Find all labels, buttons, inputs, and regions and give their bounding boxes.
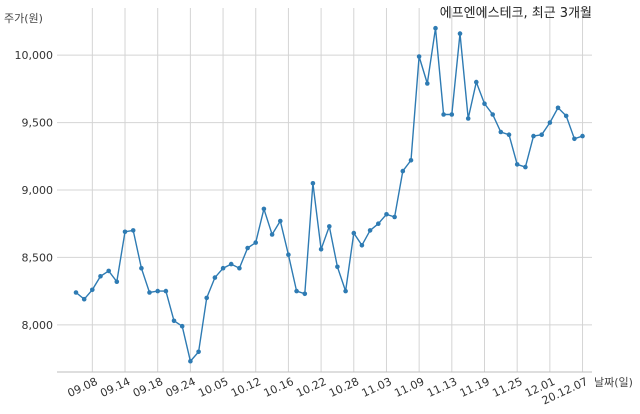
data-point bbox=[465, 116, 471, 121]
data-point bbox=[351, 230, 357, 236]
x-tick-label: 11.25 bbox=[490, 375, 524, 400]
data-point bbox=[400, 168, 406, 174]
data-point bbox=[294, 288, 299, 294]
data-point bbox=[498, 129, 504, 135]
data-point bbox=[253, 240, 258, 245]
x-tick-label: 09.08 bbox=[66, 375, 100, 400]
data-point bbox=[359, 243, 365, 248]
x-tick-label: 11.13 bbox=[425, 375, 459, 400]
x-tick-label: 11.03 bbox=[360, 375, 394, 400]
data-point bbox=[327, 224, 332, 229]
data-point bbox=[212, 275, 218, 280]
data-point bbox=[425, 81, 430, 86]
data-point bbox=[286, 252, 291, 257]
data-point bbox=[539, 132, 544, 137]
x-tick-label: 09.24 bbox=[164, 375, 198, 400]
data-point bbox=[228, 261, 234, 267]
data-point bbox=[139, 265, 144, 271]
data-point bbox=[310, 181, 316, 186]
data-point bbox=[482, 101, 487, 106]
data-point bbox=[204, 295, 209, 301]
data-point bbox=[237, 265, 242, 271]
y-tick-labels: 8,000 8,500 9,000 9,500 10,000 bbox=[15, 49, 54, 332]
x-tick-label: 11.19 bbox=[458, 375, 492, 400]
data-point bbox=[367, 228, 373, 233]
data-point bbox=[155, 288, 160, 294]
x-tick-label: 11.09 bbox=[392, 375, 426, 400]
data-point bbox=[130, 228, 136, 233]
data-point bbox=[547, 120, 553, 125]
data-point bbox=[457, 31, 463, 36]
data-point bbox=[563, 113, 569, 119]
x-tick-label: 09.14 bbox=[98, 375, 132, 400]
data-point bbox=[90, 287, 95, 293]
y-axis-label: 주가(원) bbox=[4, 12, 43, 25]
data-point bbox=[269, 232, 275, 237]
x-tick-label: 10.16 bbox=[262, 375, 296, 400]
y-tick-label: 9,500 bbox=[22, 117, 54, 130]
data-point bbox=[572, 136, 577, 142]
data-point bbox=[376, 221, 381, 226]
data-point bbox=[449, 112, 455, 117]
data-point bbox=[490, 112, 496, 117]
data-point bbox=[506, 132, 512, 137]
data-point bbox=[278, 218, 283, 224]
data-point bbox=[441, 112, 446, 117]
price-points bbox=[73, 25, 585, 364]
data-point bbox=[302, 291, 308, 297]
price-line bbox=[75, 28, 583, 363]
data-point bbox=[335, 264, 340, 270]
data-point bbox=[163, 288, 169, 294]
horizontal-gridlines bbox=[57, 54, 592, 326]
y-tick-label: 8,500 bbox=[22, 251, 54, 264]
x-tick-labels: 09.0809.1409.1809.2410.0510.1210.1610.22… bbox=[66, 375, 590, 407]
data-point bbox=[343, 288, 348, 294]
x-tick-label: 10.28 bbox=[327, 375, 361, 400]
data-point bbox=[474, 79, 479, 85]
x-tick-label: 10.22 bbox=[294, 375, 328, 400]
data-point bbox=[531, 133, 536, 139]
data-point bbox=[261, 206, 267, 212]
data-point bbox=[523, 164, 528, 170]
data-point bbox=[408, 158, 414, 163]
chart-title: 에프엔에스테크, 최근 3개월 bbox=[440, 6, 592, 21]
data-point bbox=[416, 54, 422, 59]
data-point bbox=[122, 229, 128, 235]
data-point bbox=[98, 274, 103, 279]
data-point bbox=[171, 318, 177, 324]
y-tick-label: 8,000 bbox=[22, 319, 54, 332]
data-point bbox=[384, 212, 389, 217]
data-point bbox=[514, 162, 520, 167]
data-point bbox=[245, 245, 250, 251]
data-point bbox=[114, 279, 120, 285]
data-point bbox=[392, 214, 397, 220]
data-point bbox=[73, 290, 79, 295]
data-point bbox=[433, 25, 438, 31]
data-point bbox=[555, 105, 561, 111]
data-point bbox=[179, 323, 185, 329]
data-point bbox=[220, 265, 226, 271]
data-point bbox=[580, 133, 585, 139]
x-tick-label: 10.05 bbox=[196, 375, 230, 400]
y-tick-label: 10,000 bbox=[15, 49, 54, 62]
x-axis-label: 날짜(일) bbox=[594, 375, 633, 389]
data-point bbox=[106, 268, 111, 274]
data-point bbox=[188, 358, 193, 364]
data-point bbox=[81, 296, 87, 302]
data-point bbox=[318, 247, 324, 252]
x-tick-label: 09.18 bbox=[131, 375, 165, 400]
data-point bbox=[196, 349, 201, 355]
y-tick-label: 9,000 bbox=[22, 184, 54, 197]
x-tick-label: 10.12 bbox=[229, 375, 263, 400]
data-point bbox=[147, 290, 152, 295]
